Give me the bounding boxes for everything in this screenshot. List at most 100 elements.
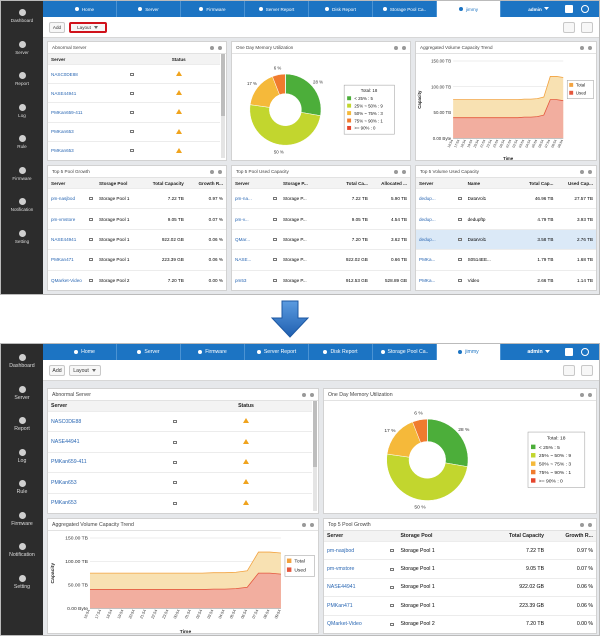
delete-button[interactable]	[563, 22, 575, 33]
settings-icon[interactable]	[402, 46, 406, 50]
add-button[interactable]: Add	[49, 365, 65, 376]
settings-icon[interactable]	[218, 46, 222, 50]
server-link[interactable]: pm-v...	[232, 217, 280, 222]
settings-icon[interactable]	[310, 523, 314, 527]
sidebar-item[interactable]: Notification	[1, 198, 43, 212]
sidebar-item[interactable]: Firmware	[1, 511, 43, 527]
panel: Top 5 Pool Growth Server Storage Pool Total…	[47, 165, 227, 291]
settings-icon[interactable]	[588, 170, 592, 174]
server-link[interactable]: PMKan653	[48, 480, 180, 486]
server-link[interactable]: PMKan653	[48, 148, 137, 153]
help-icon[interactable]	[565, 5, 573, 13]
sidebar-item[interactable]: Setting	[1, 229, 43, 244]
settings-icon[interactable]	[588, 523, 592, 527]
server-link[interactable]: pm-vmstore	[48, 217, 96, 222]
add-icon[interactable]	[580, 170, 584, 174]
globe-icon[interactable]	[581, 348, 589, 356]
nav-tab[interactable]: jimmy	[437, 344, 501, 360]
server-link[interactable]: dedup...	[416, 217, 465, 222]
server-link[interactable]: pm-vmstore	[324, 566, 397, 572]
server-link[interactable]: PMKan471	[324, 603, 397, 609]
help-icon[interactable]	[565, 348, 573, 356]
legend-swatch	[347, 118, 352, 123]
settings-icon[interactable]	[310, 393, 314, 397]
nav-tab[interactable]: Firmware	[181, 1, 245, 17]
sidebar-item[interactable]: Setting	[1, 574, 43, 590]
sidebar-item[interactable]: Firmware	[1, 166, 43, 181]
settings-icon[interactable]	[588, 46, 592, 50]
nav-tab[interactable]: Home	[53, 344, 117, 360]
server-link[interactable]: QMar...	[232, 237, 280, 242]
settings-icon[interactable]	[588, 393, 592, 397]
sidebar-item[interactable]: Server	[1, 385, 43, 401]
table-row: NASE... Storage P... 922.02 GB 0.66 TB	[232, 250, 410, 271]
nav-tab[interactable]: Storage Pool Ca..	[373, 344, 437, 360]
server-link[interactable]: NASE44941	[324, 584, 397, 590]
add-icon[interactable]	[394, 170, 398, 174]
sidebar-item[interactable]: Notification	[1, 543, 43, 558]
server-link[interactable]: dedup...	[416, 196, 465, 201]
server-link[interactable]: NASE44941	[48, 439, 180, 445]
nav-tab[interactable]: Disk Report	[309, 1, 373, 17]
nav-tab[interactable]: Firmware	[181, 344, 245, 360]
sidebar-item[interactable]: Dashboard	[1, 9, 43, 23]
add-icon[interactable]	[580, 523, 584, 527]
delete-button[interactable]	[563, 365, 575, 376]
nav-tab[interactable]: Server	[117, 344, 181, 360]
layout-button[interactable]: Layout	[69, 22, 107, 33]
sidebar-item[interactable]: Server	[1, 40, 43, 55]
sidebar-item[interactable]: Dashboard	[1, 354, 43, 369]
sidebar-item[interactable]: Report	[1, 417, 43, 432]
settings-icon[interactable]	[218, 170, 222, 174]
server-link[interactable]: QMarket-Video	[324, 621, 397, 627]
server-link[interactable]: PMKan653	[48, 500, 180, 506]
server-link[interactable]: pm53	[232, 278, 280, 283]
sidebar-label: Rule	[17, 144, 27, 149]
x-tick-label: 19:54	[466, 139, 473, 148]
add-button[interactable]: Add	[49, 22, 65, 33]
server-link[interactable]: pm-na...	[232, 196, 280, 201]
add-icon[interactable]	[302, 393, 306, 397]
add-icon[interactable]	[580, 46, 584, 50]
server-link[interactable]: PMKa...	[416, 257, 465, 262]
globe-icon[interactable]	[581, 5, 589, 13]
server-link[interactable]: pm-nasjbod	[48, 196, 96, 201]
sidebar-item[interactable]: Report	[1, 72, 43, 86]
sidebar-item[interactable]: Log	[1, 103, 43, 118]
server-link[interactable]: PMKan659-411	[48, 110, 137, 115]
panel-title: One Day Memory Utilization	[328, 391, 393, 398]
server-link[interactable]: PMKan659-411	[48, 459, 180, 465]
server-link[interactable]: PMKan471	[48, 257, 96, 262]
server-link[interactable]: PMKa...	[416, 278, 465, 283]
add-icon[interactable]	[394, 46, 398, 50]
nav-tab[interactable]: Server	[117, 1, 181, 17]
nav-tab[interactable]: Server Report	[245, 344, 309, 360]
sidebar-item[interactable]: Rule	[1, 135, 43, 149]
nav-tab[interactable]: Disk Report	[309, 344, 373, 360]
server-link[interactable]: NASE...	[232, 257, 280, 262]
add-icon[interactable]	[302, 523, 306, 527]
nav-tab[interactable]: jimmy	[437, 1, 501, 17]
nav-tab[interactable]: Server Report	[245, 1, 309, 17]
server-link[interactable]: NASE44941	[48, 237, 96, 242]
nav-tab[interactable]: Storage Pool Ca..	[373, 1, 437, 17]
server-link[interactable]: dedup...	[416, 237, 465, 242]
add-icon[interactable]	[210, 46, 214, 50]
add-icon[interactable]	[580, 393, 584, 397]
server-link[interactable]: QMarket-Video	[48, 278, 96, 283]
server-link[interactable]: pm-nasjbod	[324, 548, 397, 554]
settings-icon[interactable]	[402, 170, 406, 174]
user-menu[interactable]: admin	[519, 1, 559, 17]
nav-tab[interactable]: Home	[53, 1, 117, 17]
user-menu[interactable]: admin	[519, 344, 559, 360]
server-link[interactable]: NASC0DE88	[48, 72, 137, 77]
server-link[interactable]: NASE44941	[48, 91, 137, 96]
server-link[interactable]: NASC0DE88	[48, 419, 180, 425]
server-link[interactable]: PMKan653	[48, 129, 137, 134]
refresh-button[interactable]	[581, 365, 593, 376]
sidebar-item[interactable]: Log	[1, 448, 43, 464]
refresh-button[interactable]	[581, 22, 593, 33]
layout-button[interactable]: Layout	[69, 365, 101, 376]
add-icon[interactable]	[210, 170, 214, 174]
sidebar-item[interactable]: Rule	[1, 480, 43, 495]
